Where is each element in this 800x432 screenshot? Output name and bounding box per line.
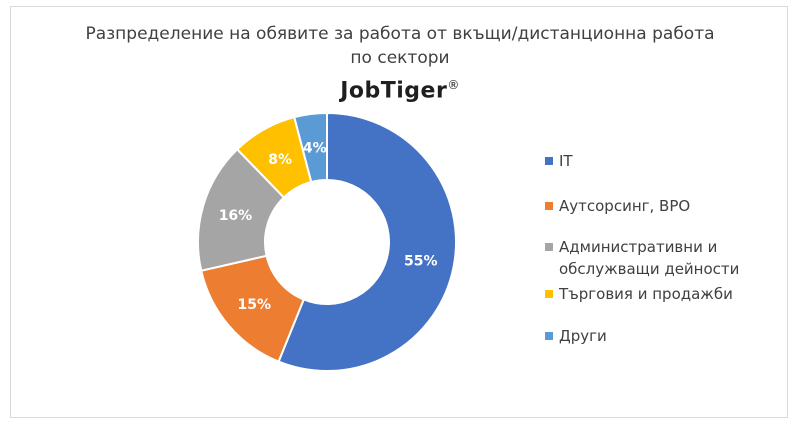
legend-swatch-other [545, 332, 553, 340]
legend-label-sales: Търговия и продажби [559, 285, 733, 303]
legend-swatch-it [545, 157, 553, 165]
donut-slice-other [293, 111, 328, 184]
legend-item-other: Други [545, 325, 775, 347]
data-label-administrative: 16% [219, 208, 253, 224]
legend-swatch-outsourcing [545, 202, 553, 210]
data-label-sales: 8% [268, 152, 292, 168]
legend-label-outsourcing: Аутсорсинг, BPO [559, 197, 691, 215]
legend-item-administrative: Административни и обслужващи дейности [545, 236, 775, 280]
registered-mark: ® [447, 78, 460, 92]
logo-text: JobTiger [340, 78, 448, 104]
legend-label-other: Други [559, 327, 607, 345]
data-label-outsourcing: 15% [238, 297, 272, 313]
legend-label-it: IT [559, 152, 573, 170]
chart-title-line-2: по сектори [350, 48, 450, 68]
legend-label-administrative: Административни и обслужващи дейности [559, 238, 740, 278]
jobtiger-logo: JobTiger® [0, 78, 800, 103]
chart-title-line-1: Разпределение на обявите за работа от вк… [85, 24, 715, 44]
legend-swatch-sales [545, 290, 553, 298]
legend-item-sales: Търговия и продажби [545, 283, 775, 305]
legend-item-outsourcing: Аутсорсинг, BPO [545, 195, 775, 217]
legend-item-it: IT [545, 150, 775, 172]
donut-slice-it [277, 111, 457, 372]
legend-swatch-administrative [545, 243, 553, 251]
chart-title: Разпределение на обявите за работа от вк… [0, 22, 800, 70]
data-label-other: 4% [303, 140, 327, 156]
data-label-it: 55% [404, 253, 438, 269]
